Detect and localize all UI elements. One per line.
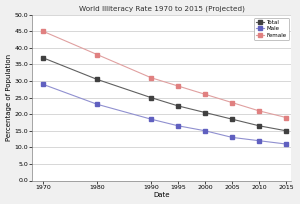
Female: [203, 93, 207, 95]
Female: [149, 76, 153, 79]
Male: [230, 136, 234, 139]
Total: [149, 96, 153, 99]
Female: [95, 53, 99, 56]
Male: [176, 125, 180, 127]
Female: [257, 110, 261, 112]
Total: [203, 111, 207, 114]
Male: [284, 143, 288, 145]
Legend: Total, Male, Female: Total, Male, Female: [254, 18, 289, 40]
Female: [230, 101, 234, 104]
Line: Female: Female: [41, 30, 288, 119]
Female: [176, 85, 180, 87]
Line: Total: Total: [41, 56, 288, 133]
Male: [149, 118, 153, 120]
Female: [41, 30, 45, 32]
Total: [230, 118, 234, 120]
Y-axis label: Percentage of Population: Percentage of Population: [6, 54, 12, 141]
Title: World Illiteracy Rate 1970 to 2015 (Projected): World Illiteracy Rate 1970 to 2015 (Proj…: [79, 6, 245, 12]
Male: [203, 130, 207, 132]
Total: [176, 105, 180, 107]
Male: [41, 83, 45, 85]
Total: [257, 125, 261, 127]
Total: [41, 57, 45, 59]
Total: [284, 130, 288, 132]
Line: Male: Male: [41, 83, 288, 146]
X-axis label: Date: Date: [154, 192, 170, 198]
Male: [95, 103, 99, 105]
Female: [284, 116, 288, 119]
Male: [257, 140, 261, 142]
Total: [95, 78, 99, 81]
